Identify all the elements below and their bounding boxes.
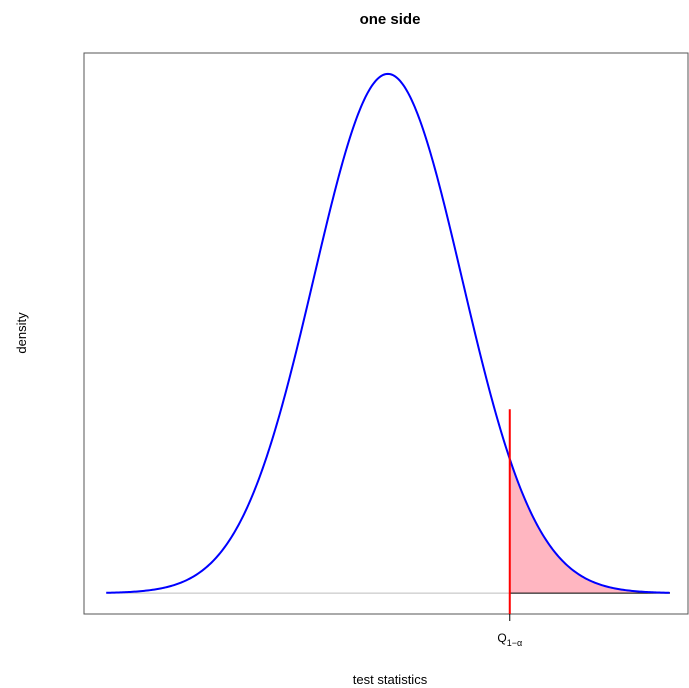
- density-curve: [106, 72, 670, 594]
- plot-frame: [83, 52, 689, 615]
- x-axis-label: test statistics: [353, 672, 428, 687]
- rejection-region: [509, 458, 670, 594]
- chart-title: one side: [360, 11, 421, 28]
- x-tick-label-subscript: 1−α: [507, 638, 522, 648]
- x-tick-label-main: Q: [497, 631, 506, 645]
- y-axis-label: density: [14, 312, 29, 354]
- x-tick-label: Q1−α: [497, 631, 522, 648]
